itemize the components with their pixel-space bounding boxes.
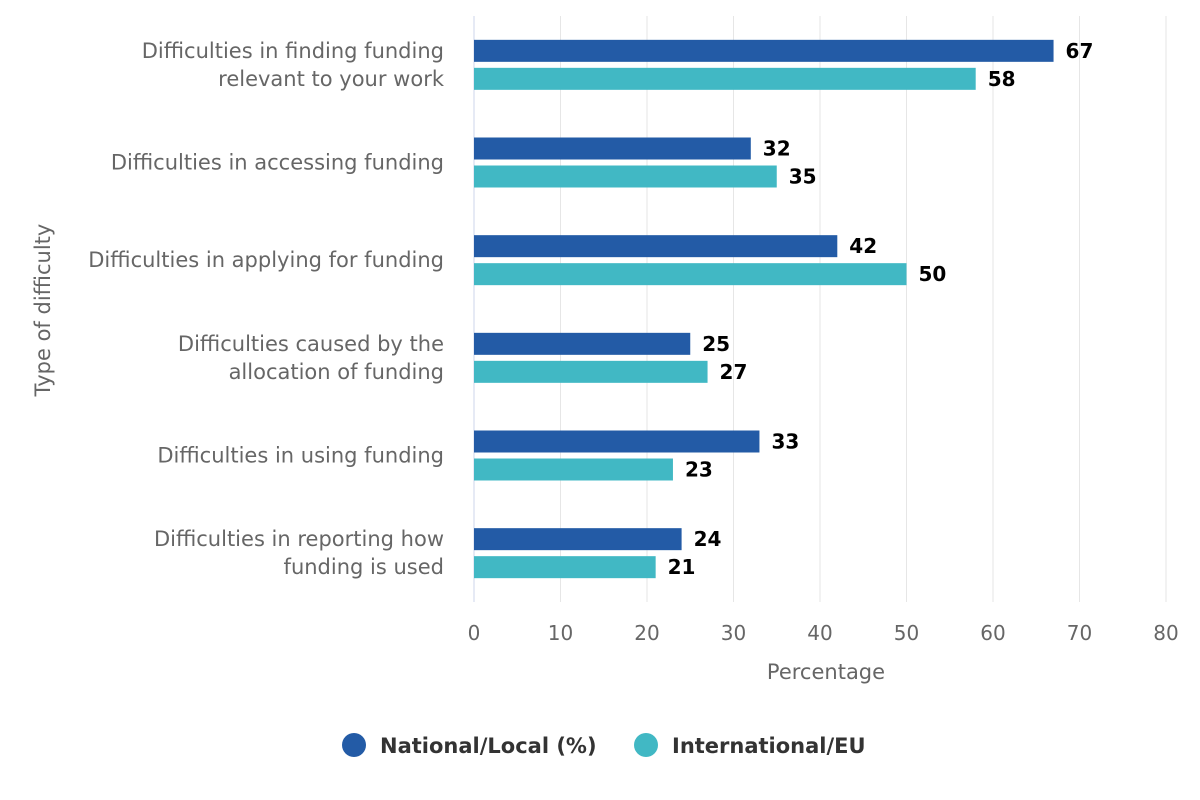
legend-label: National/Local (%) <box>380 734 597 758</box>
category-label: Difficulties in accessing funding <box>111 151 444 175</box>
category-label: Difficulties caused by the <box>178 332 444 356</box>
category-label: funding is used <box>284 555 444 579</box>
bar[interactable] <box>474 165 777 188</box>
data-label: 23 <box>685 458 713 482</box>
data-label: 42 <box>849 234 877 258</box>
bar[interactable] <box>474 67 976 90</box>
x-tick-label: 70 <box>1067 621 1092 645</box>
x-tick-label: 10 <box>548 621 573 645</box>
x-tick-labels: 0 10 20 30 40 50 60 70 80 <box>468 621 1179 645</box>
x-axis-title: Percentage <box>767 660 885 684</box>
category-label: Difficulties in reporting how <box>154 527 444 551</box>
data-label: 33 <box>771 430 799 454</box>
data-label: 32 <box>763 137 791 161</box>
data-label: 21 <box>668 555 696 579</box>
category-label: Difficulties in applying for funding <box>88 248 444 272</box>
bar[interactable] <box>474 332 691 355</box>
category-label: Difficulties in finding funding <box>142 39 444 63</box>
data-label: 50 <box>919 262 947 286</box>
bar[interactable] <box>474 360 708 383</box>
x-tick-label: 80 <box>1153 621 1178 645</box>
x-tick-label: 0 <box>468 621 481 645</box>
category-label: allocation of funding <box>229 360 444 384</box>
data-label: 25 <box>702 332 730 356</box>
x-tick-label: 60 <box>980 621 1005 645</box>
category-label: relevant to your work <box>218 67 445 91</box>
x-tick-label: 20 <box>634 621 659 645</box>
bar[interactable] <box>474 235 838 258</box>
x-tick-label: 50 <box>894 621 919 645</box>
category-label: Difficulties in using funding <box>157 444 444 468</box>
bars <box>474 39 1054 579</box>
bar[interactable] <box>474 556 656 579</box>
legend-item[interactable]: National/Local (%) <box>342 733 597 758</box>
x-tick-label: 30 <box>721 621 746 645</box>
data-label: 27 <box>720 360 748 384</box>
bar[interactable] <box>474 39 1054 62</box>
legend: National/Local (%) International/EU <box>342 733 866 758</box>
data-label: 24 <box>694 527 722 551</box>
data-label: 35 <box>789 165 817 189</box>
bar[interactable] <box>474 528 682 551</box>
bar[interactable] <box>474 263 907 286</box>
x-tick-label: 40 <box>807 621 832 645</box>
bar[interactable] <box>474 458 673 481</box>
legend-item[interactable]: International/EU <box>634 733 866 758</box>
data-label: 67 <box>1066 39 1094 63</box>
category-labels: Difficulties in finding funding relevant … <box>88 39 445 579</box>
data-label: 58 <box>988 67 1016 91</box>
bar[interactable] <box>474 430 760 453</box>
bar[interactable] <box>474 137 751 160</box>
legend-marker <box>342 733 366 757</box>
data-labels: 67 58 32 35 42 50 25 27 33 23 24 21 <box>668 39 1094 579</box>
legend-marker <box>634 733 658 757</box>
legend-label: International/EU <box>672 734 866 758</box>
gridlines <box>473 16 1167 602</box>
y-axis-title: Type of difficulty <box>31 224 55 398</box>
